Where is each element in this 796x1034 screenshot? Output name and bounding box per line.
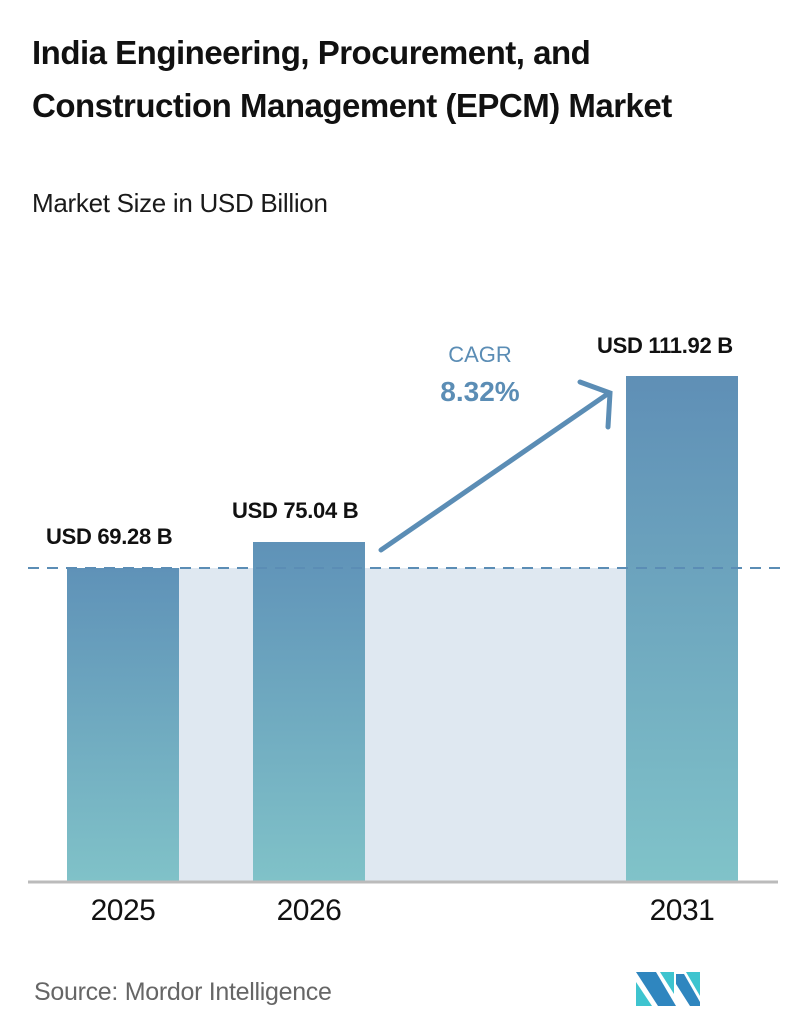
chart-title: India Engineering, Procurement, and Cons… bbox=[32, 34, 672, 124]
bar-label-2031: USD 111.92 B bbox=[597, 333, 733, 358]
bar-label-2025: USD 69.28 B bbox=[46, 524, 173, 549]
bar-2026 bbox=[253, 542, 365, 882]
source-text: Source: Mordor Intelligence bbox=[34, 978, 332, 1006]
bar-2031 bbox=[626, 376, 738, 882]
x-label-2026: 2026 bbox=[276, 894, 342, 927]
x-label-2031: 2031 bbox=[649, 894, 715, 927]
cagr-label: CAGR bbox=[448, 342, 512, 367]
x-label-2025: 2025 bbox=[90, 894, 156, 927]
shaded-region bbox=[179, 568, 626, 882]
bar-2025 bbox=[67, 568, 179, 882]
mordor-intelligence-logo-icon bbox=[636, 972, 700, 1008]
bar-label-2026: USD 75.04 B bbox=[232, 498, 359, 523]
cagr-arrow-icon bbox=[378, 379, 613, 553]
chart-subtitle: Market Size in USD Billion bbox=[32, 188, 328, 218]
cagr-value: 8.32% bbox=[440, 376, 520, 407]
